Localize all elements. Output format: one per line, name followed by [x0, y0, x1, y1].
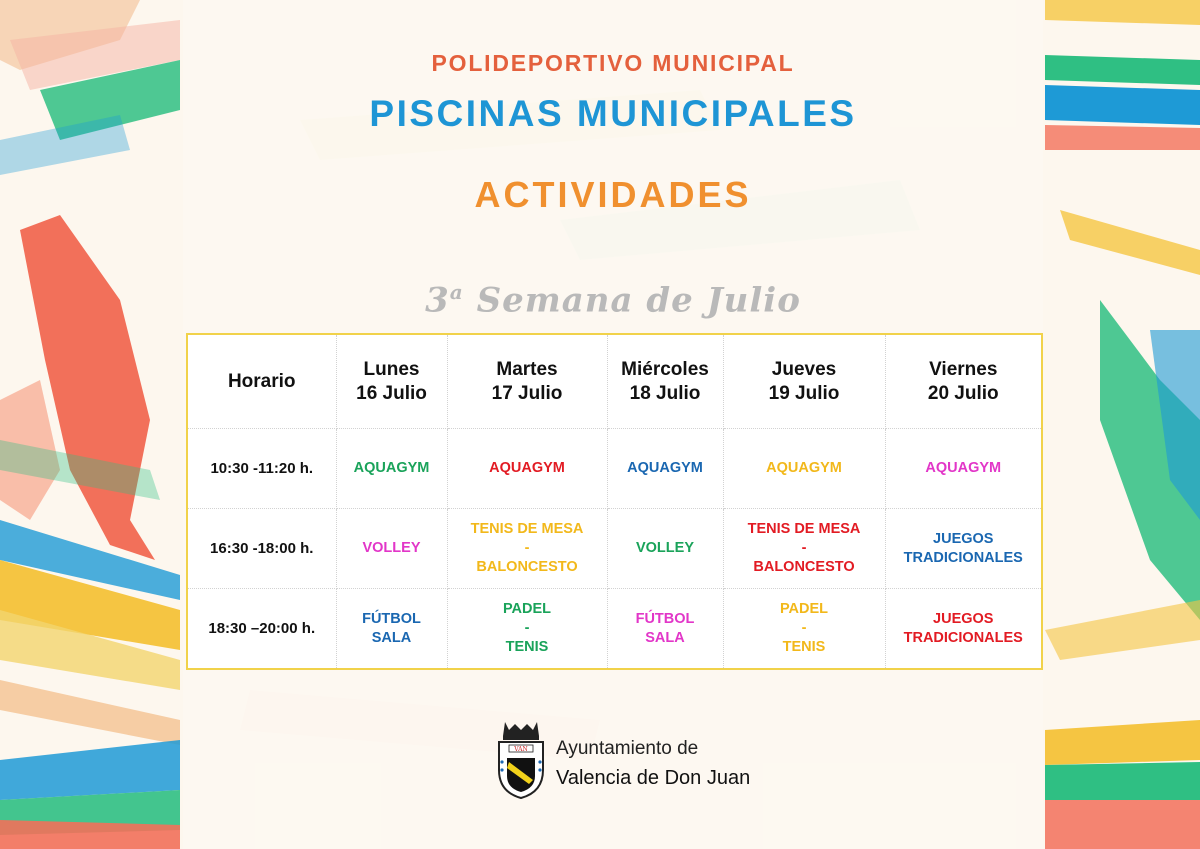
page-subtitle: ACTIVIDADES [474, 174, 752, 215]
activity-text: SALA [371, 629, 412, 646]
activity-text: AQUAGYM [925, 460, 1002, 476]
activity-text: JUEGOS [933, 610, 994, 627]
activity-schedule-table: Horario Lunes 16 Julio Martes 17 Julio Mié… [186, 333, 1043, 670]
page-title: PISCINAS MUNICIPALES [369, 93, 857, 134]
activity-cell: AQUAGYM [722, 428, 886, 509]
time-slot-cell: 18:30 –20:00 h. [186, 588, 337, 670]
activity-text: BALONCESTO [753, 559, 855, 575]
kicker-heading: POLIDEPORTIVO MUNICIPAL [431, 50, 795, 76]
time-slot-cell: 16:30 -18:00 h. [186, 508, 337, 589]
activity-cell: AQUAGYM [884, 428, 1043, 509]
table-header-row: Horario Lunes 16 Julio Martes 17 Julio Mié… [186, 333, 1043, 429]
activity-cell: FÚTBOL SALA [335, 588, 448, 670]
activity-cell: FÚTBOL SALA [606, 588, 724, 670]
activity-cell: VOLLEY [606, 508, 724, 589]
activity-text: - [801, 540, 807, 556]
activity-cell: TENIS DE MESA - BALONCESTO [722, 508, 886, 589]
activity-text: AQUAGYM [766, 460, 842, 476]
activity-text: TENIS [505, 639, 549, 655]
activity-text: VOLLEY [635, 540, 694, 556]
table-row: 18:30 –20:00 h. FÚTBOL SALA PADEL - TENIS FÚTB… [186, 588, 1043, 670]
header-cell: Horario [186, 333, 337, 429]
week-ordinal: a [449, 280, 464, 304]
crest-banner-text: VAN [513, 746, 528, 753]
week-heading: 3a Semana de Julio [183, 280, 1043, 320]
header-cell: Lunes 16 Julio [335, 333, 448, 429]
activity-text: PADEL [779, 601, 829, 617]
activity-cell: TENIS DE MESA - BALONCESTO [446, 508, 608, 589]
org-name-line1: Ayuntamiento de [556, 738, 699, 759]
week-number: 3 [425, 280, 450, 321]
activity-text: AQUAGYM [627, 460, 703, 476]
coat-of-arms-icon: VAN [498, 722, 544, 800]
activity-text: - [801, 620, 807, 636]
activity-cell: JUEGOS TRADICIONALES [884, 588, 1043, 670]
activity-text: FÚTBOL [362, 610, 421, 627]
activity-text: SALA [645, 629, 685, 646]
activity-cell: AQUAGYM [446, 428, 608, 509]
activity-text: TENIS DE MESA [747, 521, 861, 537]
header-cell: Viernes 20 Julio [884, 333, 1043, 429]
header-cell: Miércoles 18 Julio [606, 333, 724, 429]
activity-text: TENIS DE MESA [470, 521, 584, 537]
activity-text: JUEGOS [933, 530, 994, 547]
table-row: 10:30 -11:20 h. AQUAGYM AQUAGYM AQUAGYM AQUA… [186, 428, 1043, 509]
activity-cell: JUEGOS TRADICIONALES [884, 508, 1043, 589]
table-row: 16:30 -18:00 h. VOLLEY TENIS DE MESA - BALON… [186, 508, 1043, 589]
activity-text: - [524, 620, 530, 636]
activity-text: TRADICIONALES [903, 629, 1023, 646]
activity-text: PADEL [502, 601, 552, 617]
week-text: Semana de Julio [476, 280, 801, 321]
header-cell: Martes 17 Julio [446, 333, 608, 429]
activity-cell: VOLLEY [335, 508, 448, 589]
activity-text: AQUAGYM [353, 460, 430, 476]
header-cell: Jueves 19 Julio [722, 333, 886, 429]
activity-cell: PADEL - TENIS [446, 588, 608, 670]
activity-text: - [524, 540, 530, 556]
activity-text: BALONCESTO [476, 559, 578, 575]
activity-text: VOLLEY [362, 540, 421, 556]
activity-cell: AQUAGYM [335, 428, 448, 509]
activity-text: TRADICIONALES [903, 549, 1023, 566]
activity-text: TENIS [782, 639, 826, 655]
time-slot-cell: 10:30 -11:20 h. [186, 428, 337, 509]
activity-text: AQUAGYM [489, 460, 565, 476]
activity-cell: AQUAGYM [606, 428, 724, 509]
org-name-line2: Valencia de Don Juan [556, 767, 751, 789]
activity-text: FÚTBOL [635, 610, 695, 627]
activity-cell: PADEL - TENIS [722, 588, 886, 670]
